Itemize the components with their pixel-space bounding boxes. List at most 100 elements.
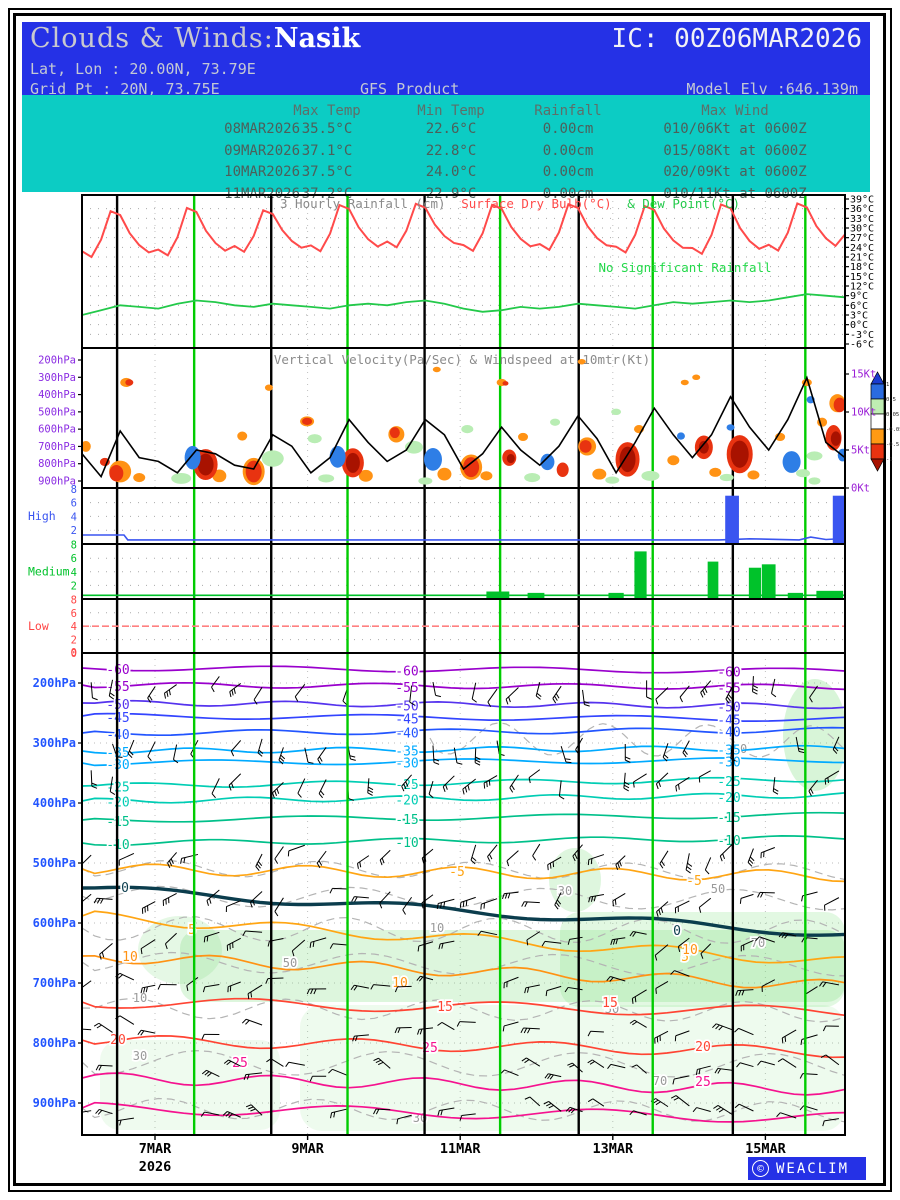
temp-contour-label: -55 [717,682,740,697]
wind-barb-feather [486,781,488,788]
copyright-icon: © [752,1160,769,1177]
wind-barb-feather [589,1060,595,1065]
wind-barb-feather [442,786,446,792]
wind-barb-feather [524,1059,530,1064]
vertical-velocity-blob [171,472,192,484]
wind-barb-feather [771,693,777,698]
wind-barb [760,1060,775,1066]
wind-barb-feather [718,1025,723,1031]
wind-barb-feather [373,1057,379,1062]
temp-contour-label: 15 [602,996,618,1011]
wind-barb [270,1058,284,1067]
wind-barb-feather [359,861,362,868]
wind-barb-feather [615,864,619,870]
wind-barb [226,900,241,908]
temp-contour [82,811,845,823]
wind-barb-feather [475,756,481,760]
wind-barb-feather [549,1074,554,1080]
wind-barb-feather [140,1030,145,1036]
wind-barb-feather [615,938,618,945]
wind-barb-feather [612,939,616,945]
wind-barb-feather [526,939,529,946]
cloud-group-label: High [28,509,56,523]
temp-contour-label: -40 [717,726,740,741]
wind-barb-feather [462,788,465,795]
wind-barb [291,939,306,952]
wind-barb-feather [242,930,246,937]
wind-barb [675,1095,690,1107]
pressure-axis-label: 500hPa [33,856,76,870]
wind-barb-feather [725,698,730,704]
vertical-velocity-blob [264,384,273,391]
wind-barb-feather [252,899,255,906]
wind-barb [825,1054,840,1066]
wind-barb-feather [459,1115,463,1121]
wind-barb [526,931,541,941]
table-cell: 015/08Kt at 0600Z [663,142,807,159]
table-col-header: Rainfall [534,103,602,119]
vertical-velocity-blob [463,457,480,478]
wind-barb-feather [741,990,745,996]
wind-barb-feather [257,752,263,757]
wind-barb [509,774,519,788]
temp-contour-label: 0 [121,881,129,896]
wind-barb-feather [554,904,559,910]
wind-barb-feather [147,697,152,703]
wind-barb-feather [532,855,537,861]
wind-barb [674,1075,690,1080]
wind-barb-feather [677,946,681,953]
wind-barb-feather [245,1104,252,1108]
wind-barb-feather [572,855,576,862]
vertical-velocity-blob [184,445,201,470]
cloud-tick-label: 2 [71,580,77,592]
table-cell: 0.00cm [542,142,594,159]
table-row-date: 11MAR2026 [224,185,300,202]
wind-barb-feather [92,697,98,701]
wind-barb-feather [78,1113,79,1118]
wind-barb [552,685,562,699]
temp-contour-label: -50 [395,699,418,714]
wind-barb-feather [405,781,409,787]
wind-barb-feather [274,911,279,917]
wind-barb-feather [140,987,143,994]
wind-barb-feather [801,895,804,902]
wind-barb-feather [231,689,234,696]
vertical-velocity-blob [125,379,134,386]
wind-barb-feather [247,993,250,1000]
wind-barb-feather [752,688,758,692]
wind-barb [90,682,93,698]
wind-barb-feather [610,939,613,945]
temp-contour [82,726,845,737]
wind-barb-feather [306,988,310,995]
wind-barb-feather [670,970,675,975]
table-cell: 010/06Kt at 0600Z [663,121,807,137]
wind-barb [441,1021,455,1031]
panel-border [81,652,846,1136]
wind-barb-feather [593,895,597,902]
wind-barb-feather [609,977,614,982]
wind-barb-feather [810,788,814,794]
wind-barb [761,847,775,854]
wind-barb [186,977,199,986]
humidity-shading [560,912,845,1007]
wind-barb [761,979,776,987]
wind-barb [461,1113,476,1117]
temp-contour-label: -5 [686,874,702,889]
colorbar-tick-label: 0.05 [886,412,899,418]
wind-barb-feather [433,761,440,765]
wind-barb [82,854,92,865]
wind-barb [274,846,284,860]
surface-panel [82,202,845,316]
year-axis-label: 2026 [139,1159,172,1175]
temp-contour-label: -5 [449,865,465,880]
wind-barb [204,984,220,988]
wind-barb [172,744,178,760]
wind-barb-feather [824,779,827,785]
wind-barb-feather [757,1060,762,1066]
wind-barb-feather [91,782,98,786]
wind-barb-feather [118,974,123,979]
wind-barb-feather [773,788,779,792]
wind-barb-feather [206,900,209,906]
wind-barb-feather [467,784,470,791]
wind-barb [719,844,733,857]
